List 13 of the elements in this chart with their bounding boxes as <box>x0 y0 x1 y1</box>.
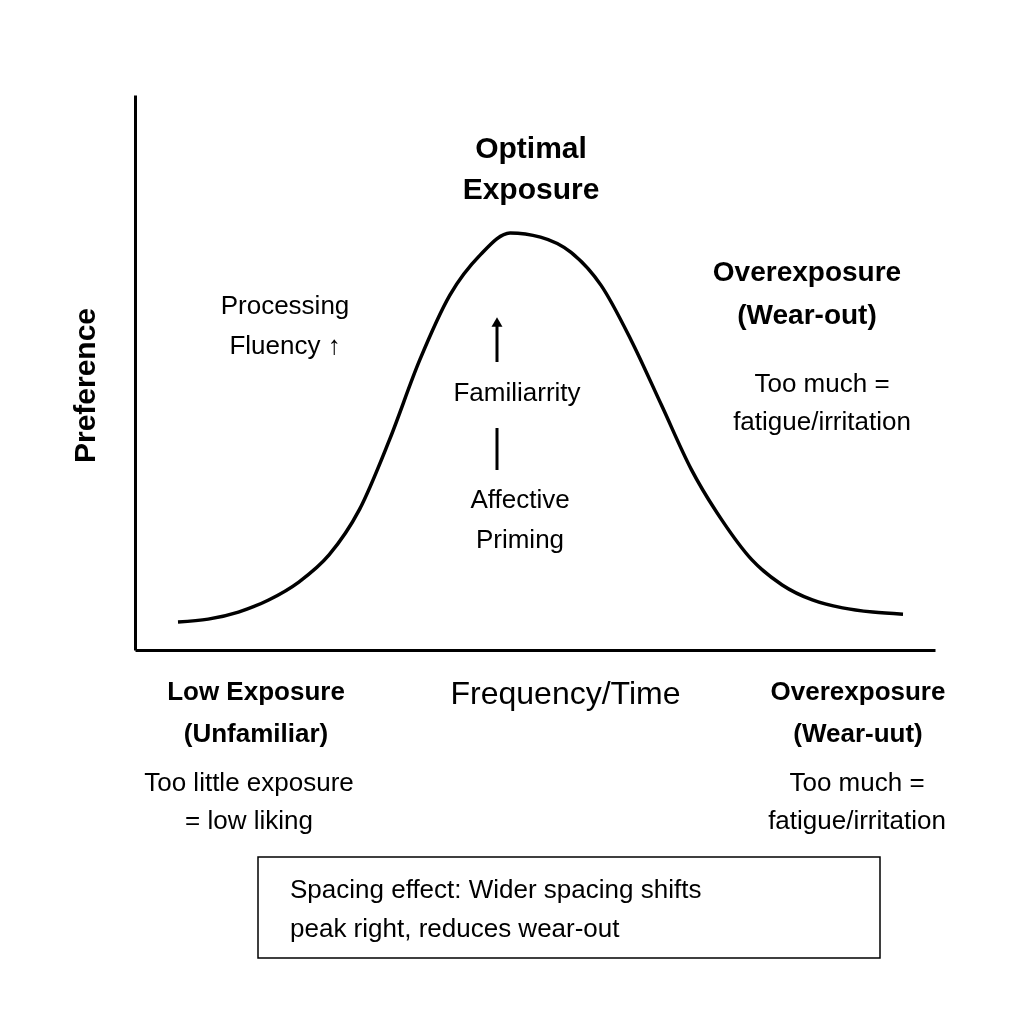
text: Too much = fatigue/irritation <box>768 767 946 836</box>
annotation: Familiarrity <box>453 377 581 408</box>
annotation: Overexposure (Wear-out) <box>712 256 902 331</box>
text: Low Exposure (Unfamiliar) <box>167 676 345 749</box>
annotation: Processing Fluency ↑ <box>220 290 350 361</box>
x-axis-title: Frequency/Time <box>450 674 681 711</box>
annotation: Affective Priming <box>470 484 570 555</box>
text: Overexposure (Wear-uut) <box>770 676 946 749</box>
y-axis-title: Preference <box>67 307 101 464</box>
text: Spacing effect: Wider spacing shifts peak right, reduces wear-out <box>290 874 702 944</box>
text: Too little exposure = low liking <box>144 767 354 836</box>
text: Optimal Exposure <box>462 130 600 205</box>
annotation: Too much = fatigue/irritation <box>733 368 911 437</box>
